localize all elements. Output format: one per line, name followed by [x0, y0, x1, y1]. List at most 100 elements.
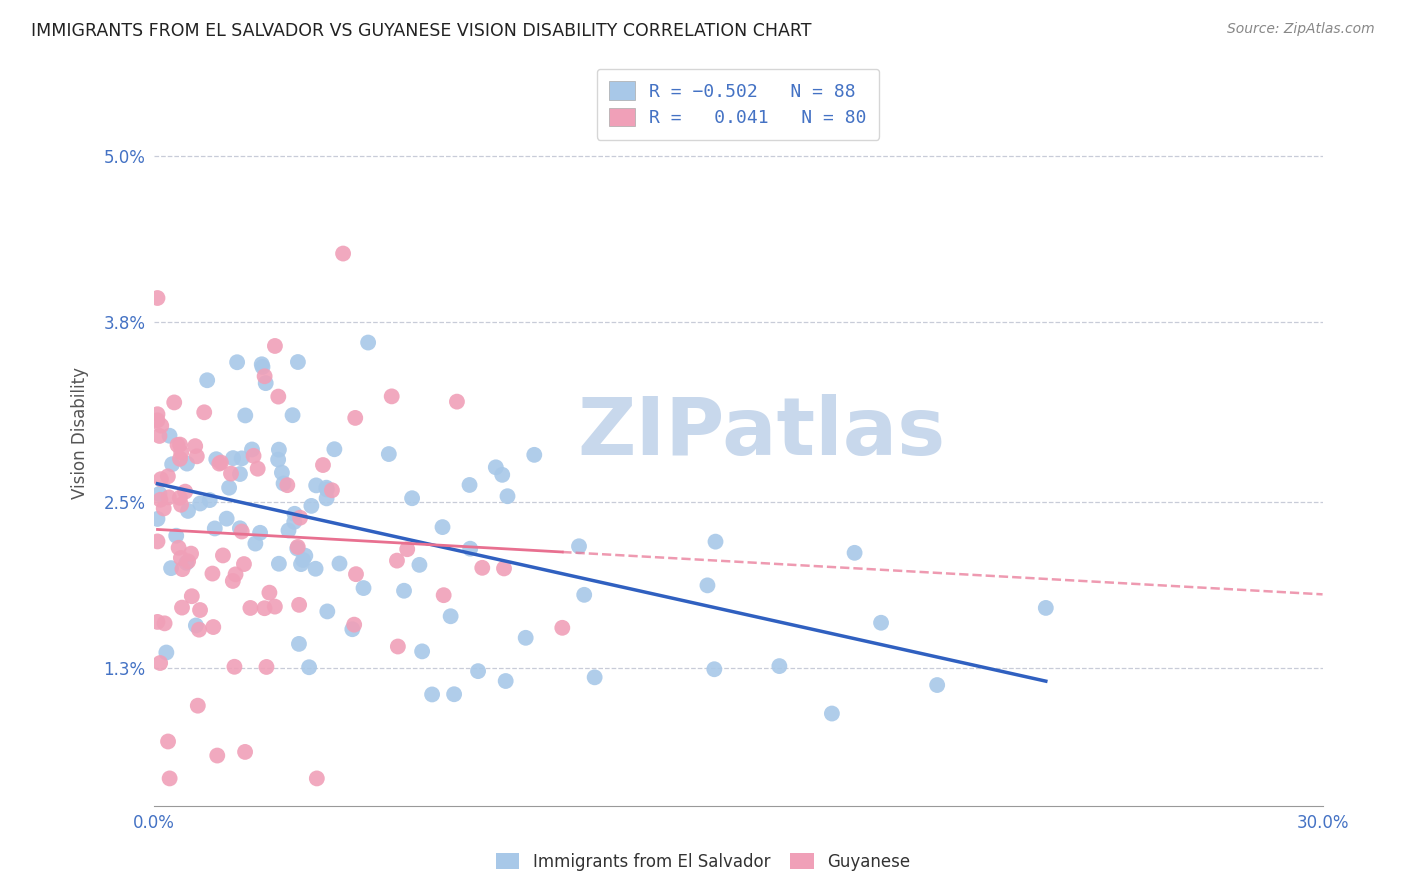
Point — [273, 476, 295, 491]
Point — [287, 355, 309, 369]
Point — [253, 601, 276, 615]
Point — [401, 491, 423, 506]
Point — [184, 618, 207, 632]
Point — [195, 373, 218, 387]
Point — [387, 640, 409, 654]
Point — [160, 457, 183, 471]
Point — [305, 478, 328, 492]
Point — [304, 562, 326, 576]
Point — [288, 637, 311, 651]
Point — [226, 355, 249, 369]
Point — [249, 525, 271, 540]
Point — [208, 457, 231, 471]
Point — [443, 687, 465, 701]
Point — [202, 620, 225, 634]
Point — [357, 335, 380, 350]
Point — [458, 478, 481, 492]
Point — [204, 521, 226, 535]
Point — [218, 481, 240, 495]
Legend: R = −0.502   N = 88, R =   0.041   N = 80: R = −0.502 N = 88, R = 0.041 N = 80 — [596, 69, 879, 140]
Point — [156, 469, 179, 483]
Point — [146, 615, 169, 629]
Point — [467, 664, 489, 678]
Point — [704, 534, 727, 549]
Point — [152, 501, 174, 516]
Point — [229, 467, 252, 481]
Point — [212, 549, 235, 563]
Point — [264, 339, 287, 353]
Point — [458, 541, 481, 556]
Point — [433, 588, 456, 602]
Point — [148, 487, 170, 501]
Point — [870, 615, 893, 630]
Point — [392, 583, 415, 598]
Point — [703, 662, 725, 676]
Point — [252, 359, 274, 374]
Point — [312, 458, 335, 472]
Point — [267, 390, 290, 404]
Point — [160, 561, 183, 575]
Point — [432, 520, 454, 534]
Point — [315, 483, 337, 497]
Point — [148, 429, 170, 443]
Point — [315, 481, 337, 495]
Y-axis label: Vision Disability: Vision Disability — [72, 367, 89, 499]
Point — [446, 394, 468, 409]
Point — [193, 405, 215, 419]
Point — [170, 445, 193, 459]
Point — [153, 616, 176, 631]
Point — [315, 491, 337, 506]
Point — [180, 547, 202, 561]
Point — [254, 376, 277, 391]
Point — [165, 529, 187, 543]
Point — [288, 510, 311, 524]
Point — [188, 496, 211, 510]
Point — [328, 557, 350, 571]
Point — [491, 467, 513, 482]
Point — [170, 550, 193, 565]
Point — [240, 442, 263, 457]
Point — [201, 566, 224, 581]
Point — [283, 515, 305, 529]
Point — [207, 748, 229, 763]
Point — [157, 491, 180, 505]
Point — [146, 534, 169, 549]
Point — [353, 581, 375, 595]
Point — [342, 622, 364, 636]
Point — [174, 484, 197, 499]
Point — [172, 562, 194, 576]
Point — [344, 411, 367, 425]
Point — [344, 567, 367, 582]
Point — [188, 623, 211, 637]
Point — [149, 492, 172, 507]
Point — [233, 745, 256, 759]
Point — [290, 557, 312, 571]
Point — [222, 574, 245, 588]
Text: ZIPatlas: ZIPatlas — [578, 394, 946, 472]
Point — [496, 489, 519, 503]
Point — [292, 553, 315, 567]
Point — [198, 493, 221, 508]
Point — [169, 437, 191, 451]
Point — [343, 617, 366, 632]
Point — [276, 478, 298, 492]
Point — [927, 678, 949, 692]
Point — [385, 554, 408, 568]
Point — [495, 673, 517, 688]
Point — [285, 541, 308, 556]
Point — [568, 539, 591, 553]
Point — [184, 439, 207, 453]
Point — [225, 567, 247, 582]
Text: Source: ZipAtlas.com: Source: ZipAtlas.com — [1227, 22, 1375, 37]
Point — [305, 772, 328, 786]
Point — [281, 408, 304, 422]
Point — [316, 604, 339, 618]
Point — [146, 291, 169, 305]
Point — [177, 504, 200, 518]
Point — [146, 512, 169, 526]
Point — [176, 556, 198, 570]
Point — [186, 450, 208, 464]
Point — [287, 540, 309, 554]
Point — [515, 631, 537, 645]
Point — [146, 407, 169, 421]
